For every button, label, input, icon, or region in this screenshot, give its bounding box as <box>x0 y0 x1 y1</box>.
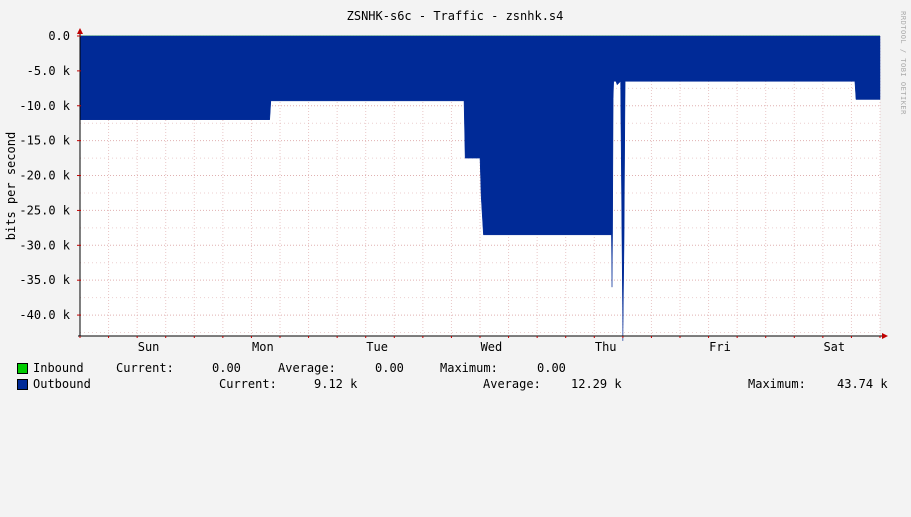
y-tick-label: -20.0 k <box>19 169 70 183</box>
y-axis-label: bits per second <box>4 132 18 240</box>
y-tick-label: -5.0 k <box>27 64 71 78</box>
inbound-average-label: Average: <box>278 361 336 375</box>
y-tick-labels: 0.0 -5.0 k -10.0 k -15.0 k -20.0 k -25.0 k -30… <box>19 29 70 322</box>
outbound-legend-name: Outbound <box>33 377 91 391</box>
x-axis-arrow <box>882 333 888 339</box>
legend-row-inbound: Inbound Current: 0.00 Average: 0.00 Maxi… <box>0 361 911 377</box>
outbound-maximum-label: Maximum: <box>748 377 806 391</box>
y-axis-arrow <box>77 28 83 34</box>
outbound-average-value: 12.29 k <box>571 377 622 391</box>
y-tick-label: 0.0 <box>48 29 70 43</box>
watermark-text: RRDTOOL / TOBI OETIKER <box>899 11 907 115</box>
x-tick-label: Thu <box>595 340 617 354</box>
inbound-average-value: 0.00 <box>375 361 404 375</box>
y-tick-label: -35.0 k <box>19 273 70 287</box>
inbound-legend-name: Inbound <box>33 361 84 375</box>
inbound-swatch <box>17 363 28 374</box>
chart-svg: ZSNHK-s6c - Traffic - zsnhk.s4 0.0 -5.0 k… <box>4 9 907 354</box>
chart-title: ZSNHK-s6c - Traffic - zsnhk.s4 <box>347 9 564 23</box>
series-area-outbound <box>79 35 881 341</box>
inbound-maximum-value: 0.00 <box>537 361 566 375</box>
outbound-current-value: 9.12 k <box>314 377 358 391</box>
x-tick-label: Fri <box>709 340 731 354</box>
axis-layer <box>77 28 888 339</box>
x-tick-label: Sat <box>823 340 845 354</box>
series-layer <box>79 35 881 341</box>
inbound-current-value: 0.00 <box>212 361 241 375</box>
x-tick-label: Sun <box>138 340 160 354</box>
inbound-current-label: Current: <box>116 361 174 375</box>
outbound-current-label: Current: <box>219 377 277 391</box>
outbound-swatch <box>17 379 28 390</box>
y-tick-label: -25.0 k <box>19 203 70 217</box>
y-tick-label: -40.0 k <box>19 308 70 322</box>
x-tick-label: Wed <box>481 340 503 354</box>
legend-row-outbound: Outbound Current: 9.12 k Average: 12.29 … <box>0 377 911 393</box>
inbound-maximum-label: Maximum: <box>440 361 498 375</box>
outbound-maximum-value: 43.74 k <box>837 377 888 391</box>
y-tick-label: -30.0 k <box>19 238 70 252</box>
outbound-average-label: Average: <box>483 377 541 391</box>
x-tick-label: Mon <box>252 340 274 354</box>
x-tick-labels: Sun Mon Tue Wed Thu Fri Sat <box>138 340 845 354</box>
y-tick-label: -15.0 k <box>19 134 70 148</box>
y-tick-label: -10.0 k <box>19 99 70 113</box>
x-tick-label: Tue <box>366 340 388 354</box>
rrd-traffic-graph: ZSNHK-s6c - Traffic - zsnhk.s4 0.0 -5.0 k… <box>0 9 911 393</box>
